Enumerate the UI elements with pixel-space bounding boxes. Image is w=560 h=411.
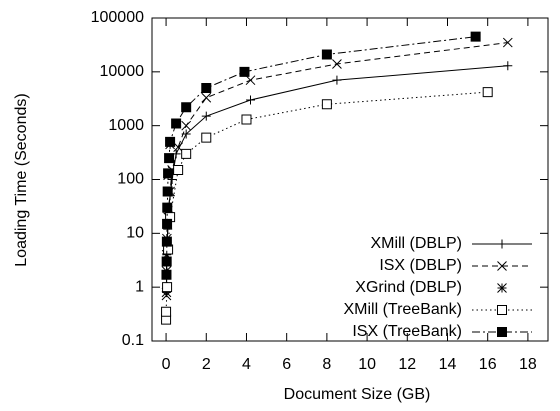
x-tick-label: 8 — [322, 356, 331, 373]
data-point — [162, 186, 173, 197]
y-tick-label: 0.1 — [122, 332, 144, 349]
data-point — [201, 83, 212, 94]
legend-label: ISX (TreeBank) — [352, 323, 462, 340]
x-axis-title: Document Size (GB) — [284, 386, 431, 403]
data-point — [173, 142, 183, 152]
x-tick-label: 10 — [358, 356, 376, 373]
data-point — [171, 118, 182, 129]
data-point — [181, 102, 192, 113]
data-point — [162, 282, 173, 293]
legend-marker — [497, 283, 507, 293]
y-tick-label: 100 — [117, 171, 144, 188]
x-tick-label: 14 — [439, 356, 457, 373]
x-tick-label: 12 — [398, 356, 416, 373]
legend-label: ISX (DBLP) — [379, 257, 462, 274]
data-point — [162, 218, 173, 229]
data-point — [245, 75, 256, 86]
legend-marker — [497, 261, 507, 271]
data-point — [181, 120, 192, 131]
data-point — [162, 202, 173, 213]
y-tick-label: 100000 — [91, 9, 144, 26]
series-line — [165, 42, 508, 296]
data-point — [332, 75, 342, 85]
data-point — [201, 92, 212, 103]
data-point — [161, 236, 172, 247]
y-axis-title: Loading Time (Seconds) — [13, 93, 30, 266]
data-point — [181, 148, 192, 159]
y-tick-label: 10 — [126, 225, 144, 242]
legend-marker — [497, 327, 507, 337]
x-tick-label: 6 — [282, 356, 291, 373]
data-point — [173, 165, 184, 176]
data-point — [321, 49, 332, 60]
x-tick-label: 18 — [519, 356, 537, 373]
legend-label: XMill (DBLP) — [370, 235, 462, 252]
x-tick-label: 16 — [479, 356, 497, 373]
data-point — [332, 59, 342, 69]
y-tick-label: 1000 — [108, 117, 144, 134]
x-tick-label: 2 — [202, 356, 211, 373]
data-point — [502, 37, 513, 48]
y-tick-label: 10000 — [100, 63, 145, 80]
data-point — [164, 153, 175, 164]
data-point — [245, 95, 255, 105]
data-point — [470, 31, 481, 42]
x-tick-label: 4 — [242, 356, 251, 373]
data-point — [161, 256, 172, 267]
data-point — [165, 136, 176, 147]
data-point — [161, 269, 172, 280]
data-point — [201, 111, 211, 121]
data-point — [482, 87, 493, 98]
legend-marker — [497, 305, 507, 315]
data-point — [241, 114, 252, 125]
y-tick-label: 1 — [135, 278, 144, 295]
data-point — [503, 61, 513, 71]
legend-label: XMill (TreeBank) — [343, 301, 462, 318]
data-point — [201, 132, 212, 143]
x-tick-label: 0 — [162, 356, 171, 373]
plot-frame — [151, 17, 549, 342]
data-point — [239, 66, 250, 77]
data-point — [321, 99, 332, 110]
legend-label: XGrind (DBLP) — [355, 279, 462, 296]
data-point — [161, 306, 172, 317]
data-point — [163, 168, 174, 179]
series-line — [165, 91, 488, 320]
legend-marker — [497, 239, 507, 249]
